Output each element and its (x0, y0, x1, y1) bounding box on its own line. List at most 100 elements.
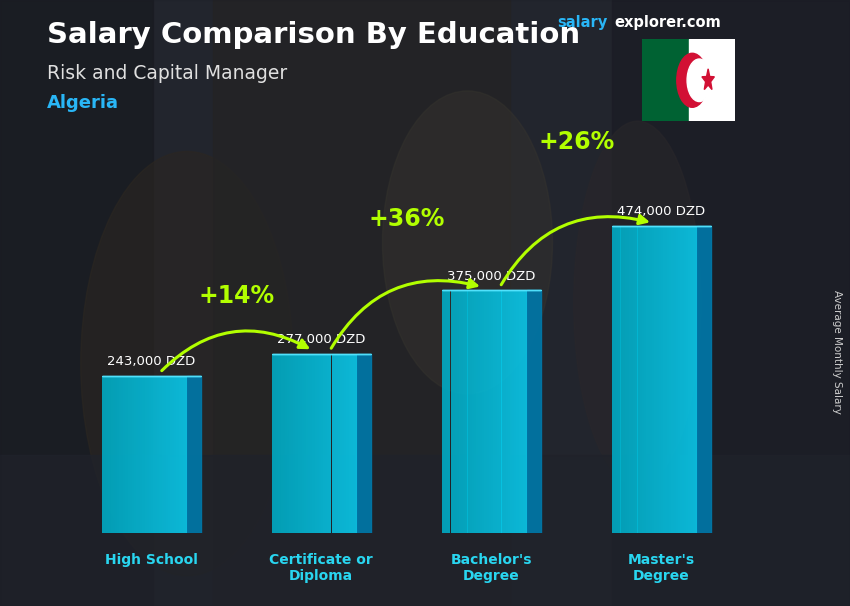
Bar (123, 376, 126, 533)
Circle shape (687, 59, 711, 102)
Bar (639, 226, 642, 533)
Polygon shape (527, 290, 541, 533)
Bar (320, 354, 323, 533)
Bar (280, 354, 282, 533)
Bar (502, 290, 503, 533)
Bar (665, 226, 667, 533)
Bar (469, 290, 472, 533)
Bar (524, 290, 527, 533)
Bar (646, 226, 648, 533)
Bar (159, 376, 162, 533)
Bar (456, 290, 459, 533)
Bar (276, 354, 278, 533)
Bar (308, 354, 310, 533)
Polygon shape (187, 376, 201, 533)
Bar (153, 376, 155, 533)
Bar (177, 376, 178, 533)
Bar (180, 376, 183, 533)
Bar (163, 376, 166, 533)
Bar (278, 354, 280, 533)
Bar (286, 354, 289, 533)
Bar (638, 226, 639, 533)
Bar (337, 354, 340, 533)
Bar (212, 0, 510, 606)
Bar (314, 354, 316, 533)
Bar (110, 376, 112, 533)
Bar (684, 226, 686, 533)
Bar (650, 226, 653, 533)
Bar (614, 226, 616, 533)
Bar (0, 0, 153, 606)
Bar (151, 376, 153, 533)
Bar (325, 354, 327, 533)
Text: Master's
Degree: Master's Degree (628, 553, 694, 583)
Bar (461, 290, 463, 533)
Bar (626, 226, 629, 533)
Bar (466, 290, 468, 533)
Bar (329, 354, 332, 533)
Bar (172, 376, 174, 533)
Bar (313, 354, 314, 533)
Bar (484, 290, 486, 533)
Bar (310, 354, 313, 533)
Bar (144, 376, 146, 533)
Bar (518, 290, 520, 533)
Bar (104, 376, 106, 533)
Bar (336, 354, 337, 533)
Bar (138, 376, 140, 533)
Bar (327, 354, 329, 533)
Bar (497, 290, 499, 533)
Bar (342, 354, 344, 533)
Bar (690, 226, 693, 533)
Text: Salary Comparison By Education: Salary Comparison By Education (47, 21, 580, 49)
Bar (344, 354, 347, 533)
Bar (476, 290, 478, 533)
Text: Bachelor's
Degree: Bachelor's Degree (450, 553, 532, 583)
Bar (146, 376, 149, 533)
Bar (514, 290, 516, 533)
Bar (340, 354, 342, 533)
Polygon shape (697, 226, 711, 533)
Bar (625, 226, 626, 533)
Bar (350, 354, 353, 533)
Bar (618, 226, 620, 533)
Bar (302, 354, 304, 533)
Bar (299, 354, 302, 533)
Bar (468, 290, 469, 533)
Text: salary: salary (557, 15, 607, 30)
Bar (503, 290, 506, 533)
Bar (136, 376, 138, 533)
Polygon shape (702, 69, 714, 90)
Bar (659, 226, 660, 533)
Bar (644, 226, 646, 533)
Bar (622, 226, 625, 533)
Bar (672, 226, 673, 533)
Bar (495, 290, 497, 533)
Text: Average Monthly Salary: Average Monthly Salary (832, 290, 842, 413)
Bar (520, 290, 523, 533)
Bar (660, 226, 663, 533)
Bar (126, 376, 128, 533)
Bar (102, 376, 104, 533)
Bar (442, 290, 444, 533)
Bar (673, 226, 676, 533)
Text: 243,000 DZD: 243,000 DZD (107, 355, 196, 368)
Text: 474,000 DZD: 474,000 DZD (617, 205, 706, 218)
Bar (448, 290, 451, 533)
Bar (293, 354, 296, 533)
Bar (656, 226, 659, 533)
Bar (319, 354, 320, 533)
Bar (291, 354, 293, 533)
Bar (119, 376, 121, 533)
Bar (272, 354, 274, 533)
Bar (149, 376, 151, 533)
Bar (493, 290, 495, 533)
Bar (133, 376, 136, 533)
Ellipse shape (574, 121, 701, 485)
Bar (132, 376, 133, 533)
Bar (512, 290, 514, 533)
Bar (523, 290, 524, 533)
Bar (304, 354, 306, 533)
Bar (446, 290, 448, 533)
Bar (635, 226, 638, 533)
